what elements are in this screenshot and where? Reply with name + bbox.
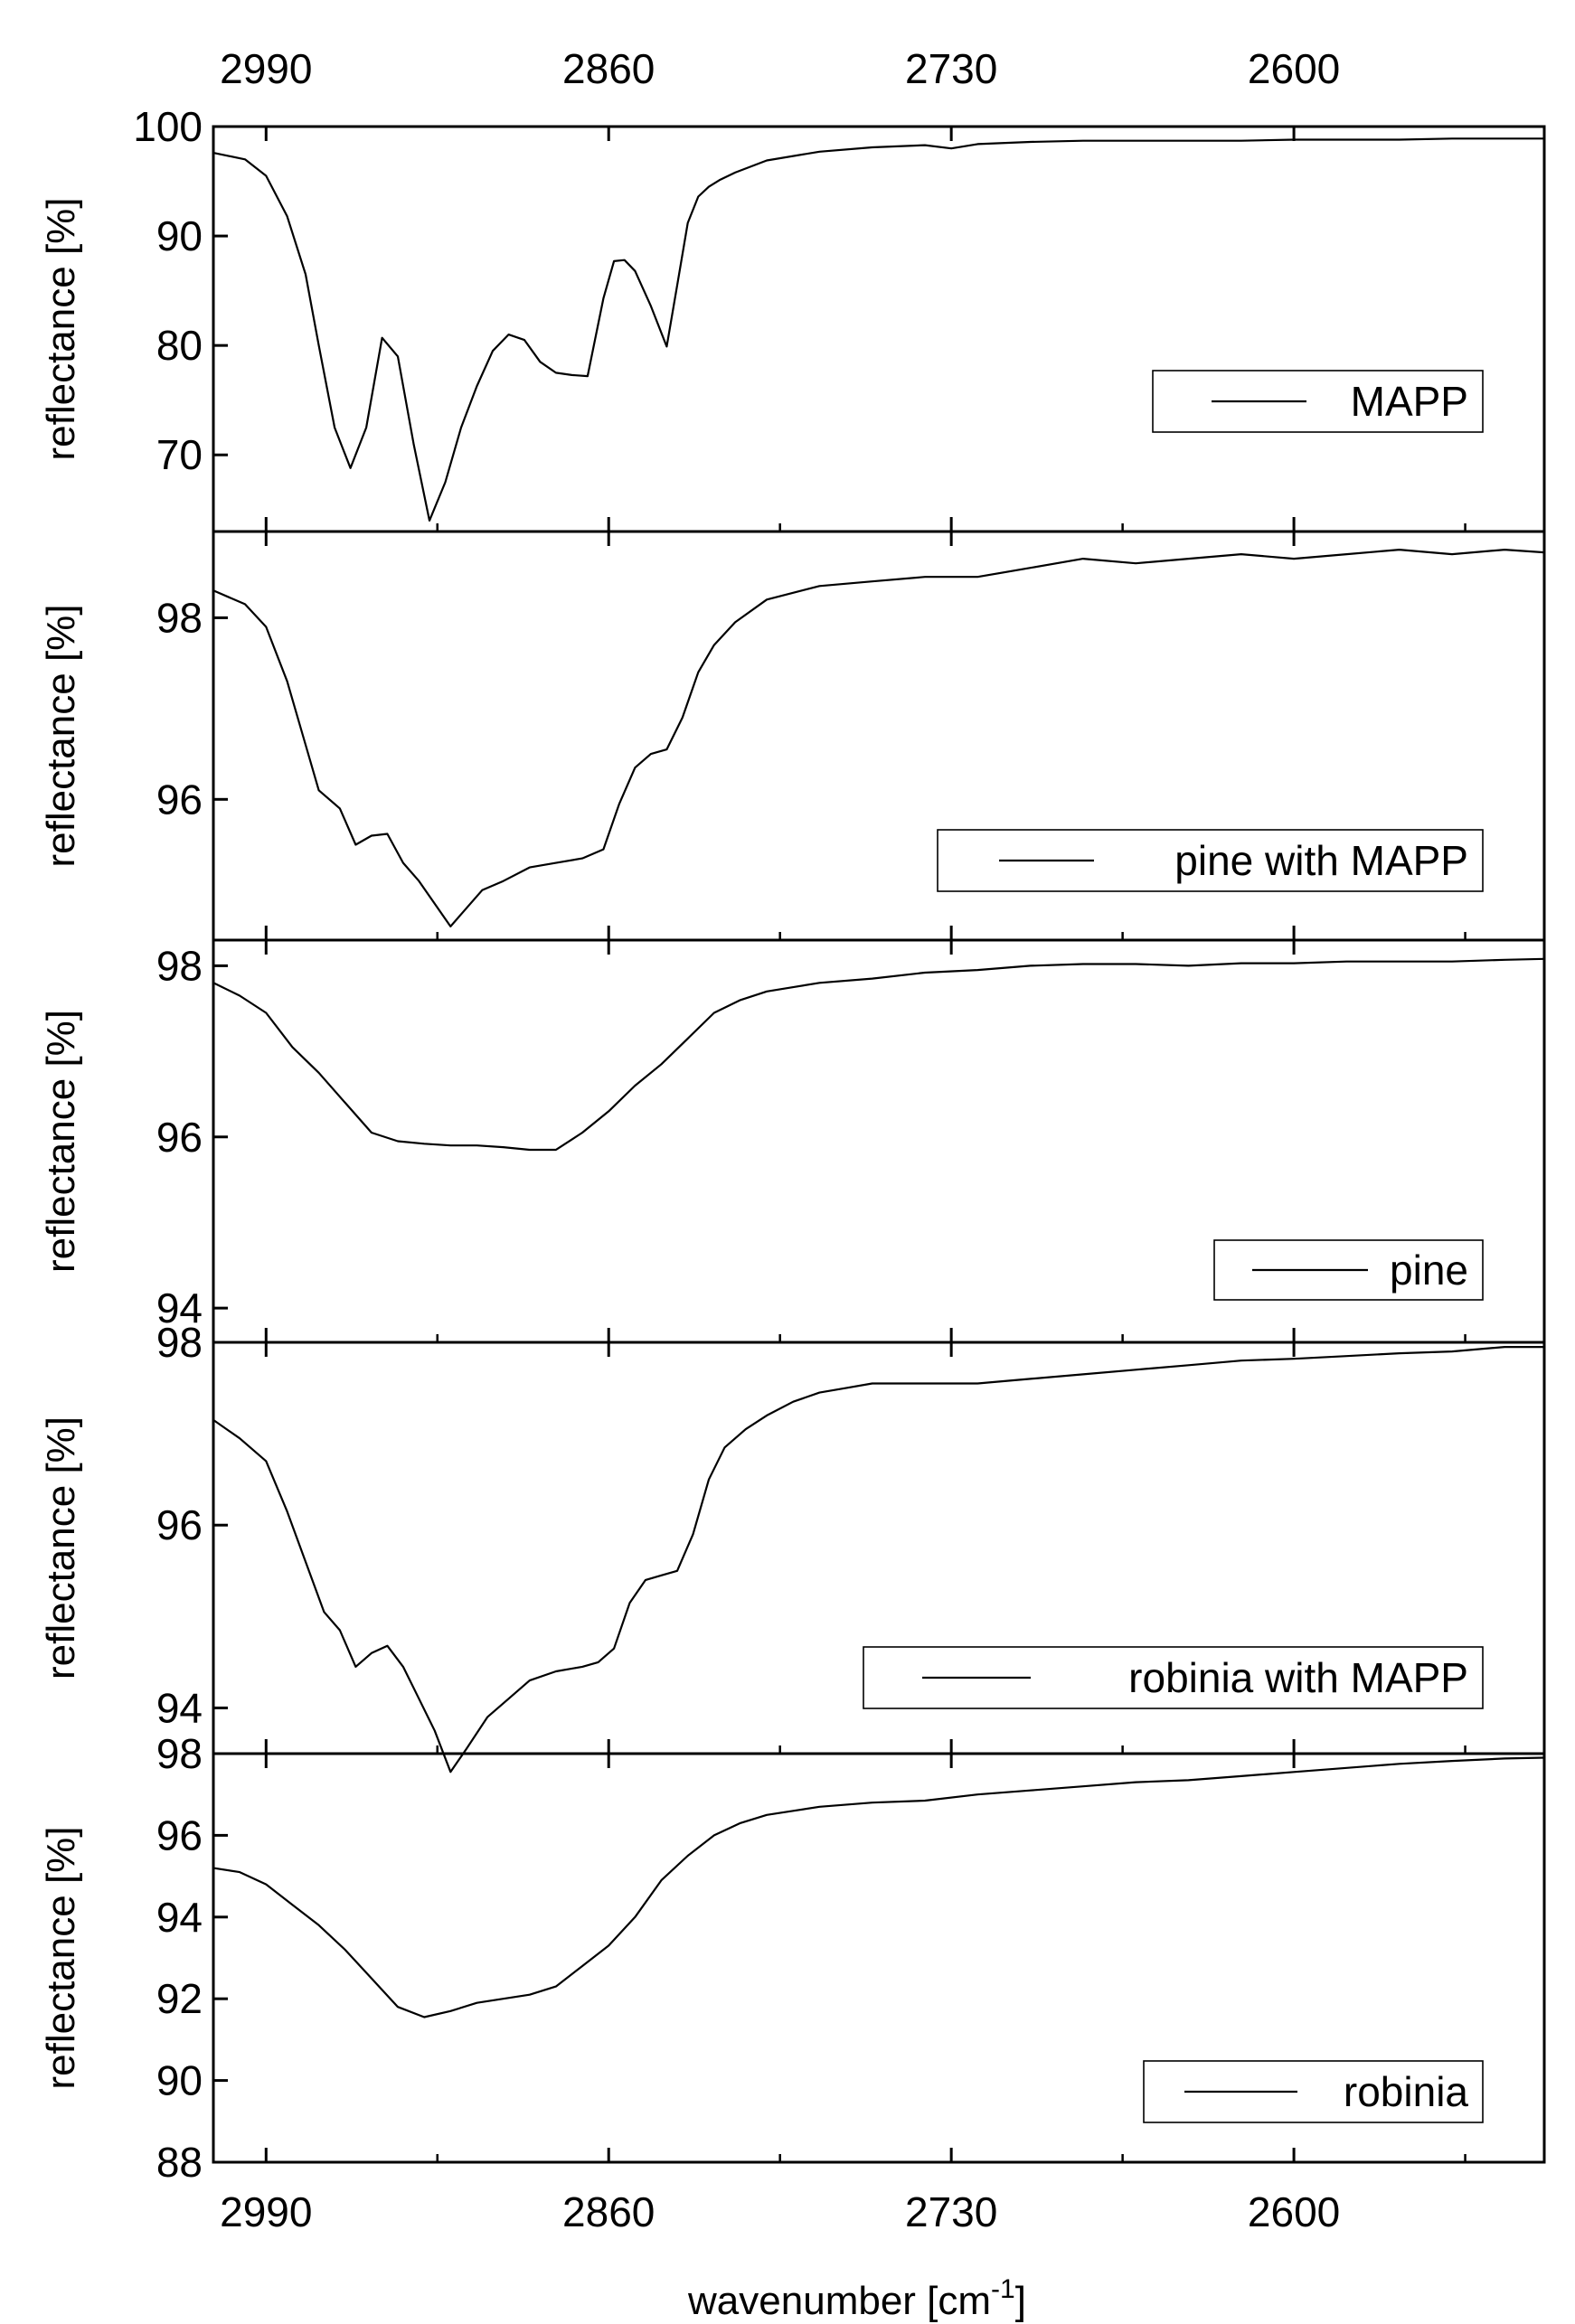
x-axis: 2990 2990 2860 2860 2730 2730 2600 2600 — [220, 45, 1340, 2235]
x-tick-label-top-2990: 2990 — [220, 45, 312, 92]
y-tick-label-robinia-92: 92 — [156, 1975, 203, 2022]
y-axis-title-pine: reflectance [%] — [39, 1010, 83, 1273]
legend-robinia: robinia — [1143, 2060, 1484, 2123]
y-axis-title-robinia: reflectance [%] — [39, 1826, 83, 2089]
legend-pine-with-mapp: pine with MAPP — [937, 829, 1484, 892]
y-tick-label-robinia-88: 88 — [156, 2139, 203, 2186]
y-axis-title-pine-with-mapp: reflectance [%] — [39, 604, 83, 867]
series-line-pine — [212, 957, 1545, 1152]
panel-robinia: 88 90 92 94 96 98 reflectance [%] robinia — [39, 1730, 1546, 2186]
series-line-mapp — [212, 137, 1544, 522]
panel-pine-with-mapp: 96 98 reflectance [%] pine with MAPP — [39, 530, 1546, 942]
y-tick-label-pine-98: 98 — [156, 942, 203, 989]
x-tick-label-bottom-2730: 2730 — [905, 2188, 997, 2235]
legend-robinia-with-mapp: robinia with MAPP — [863, 1646, 1484, 1709]
y-tick-label-mapp-90: 90 — [156, 212, 203, 259]
y-tick-label-robinia-94: 94 — [156, 1894, 203, 1941]
panel-pine: 94 96 98 reflectance [%] pine — [39, 938, 1546, 1344]
x-axis-title-superscript: -1 — [991, 2274, 1015, 2304]
y-tick-label-mapp-80: 80 — [156, 322, 203, 369]
x-tick-label-top-2600: 2600 — [1248, 45, 1340, 92]
legend-label-pine: pine — [1390, 1247, 1468, 1294]
panel-robinia-with-mapp: 94 96 98 reflectance [%] robinia with MAPP — [39, 1319, 1546, 1774]
y-axis-title-robinia-with-mapp: reflectance [%] — [39, 1416, 83, 1679]
legend-pine: pine — [1213, 1239, 1484, 1301]
y-tick-label-robinia-with-mapp-98: 98 — [156, 1319, 203, 1366]
series-line-pine-with-mapp — [212, 549, 1545, 927]
x-tick-label-top-2860: 2860 — [562, 45, 655, 92]
y-tick-label-pine-96: 96 — [156, 1114, 203, 1161]
x-tick-label-bottom-2600: 2600 — [1248, 2188, 1340, 2235]
y-tick-label-robinia-with-mapp-96: 96 — [156, 1501, 203, 1548]
x-axis-title-text: wavenumber [cm — [687, 2279, 991, 2323]
y-tick-label-robinia-90: 90 — [156, 2057, 203, 2104]
panels-layer: 70 80 90 100 reflectance [%] MAPP 96 98 reflecta… — [39, 103, 1546, 2186]
y-tick-label-mapp-100: 100 — [133, 103, 203, 150]
panel-frame-mapp — [212, 125, 1546, 533]
y-tick-label-mapp-70: 70 — [156, 431, 203, 478]
legend-mapp: MAPP — [1152, 370, 1484, 433]
legend-label-mapp: MAPP — [1351, 378, 1468, 425]
y-tick-label-pine-94: 94 — [156, 1284, 203, 1331]
y-tick-label-pine-with-mapp-96: 96 — [156, 776, 203, 823]
y-tick-label-robinia-96: 96 — [156, 1811, 203, 1858]
x-tick-label-bottom-2860: 2860 — [562, 2188, 655, 2235]
y-tick-label-robinia-98: 98 — [156, 1730, 203, 1777]
legend-label-pine-with-mapp: pine with MAPP — [1174, 837, 1468, 884]
legend-label-robinia-with-mapp: robinia with MAPP — [1128, 1654, 1468, 1701]
legend-box-mapp — [1152, 370, 1484, 433]
y-tick-label-pine-with-mapp-98: 98 — [156, 594, 203, 641]
series-line-robinia — [212, 1756, 1545, 2018]
y-tick-label-robinia-with-mapp-94: 94 — [156, 1684, 203, 1731]
panel-mapp: 70 80 90 100 reflectance [%] MAPP — [39, 103, 1546, 533]
x-axis-title: wavenumber [cm-1] — [687, 2274, 1026, 2323]
y-axis-title-mapp: reflectance [%] — [39, 197, 83, 460]
x-axis-title-bracket: ] — [1015, 2279, 1026, 2323]
legend-label-robinia: robinia — [1344, 2068, 1469, 2115]
x-tick-label-top-2730: 2730 — [905, 45, 997, 92]
panel-frame-robinia — [212, 1752, 1546, 2164]
x-tick-label-bottom-2990: 2990 — [220, 2188, 312, 2235]
series-line-robinia-with-mapp — [212, 1346, 1544, 1774]
